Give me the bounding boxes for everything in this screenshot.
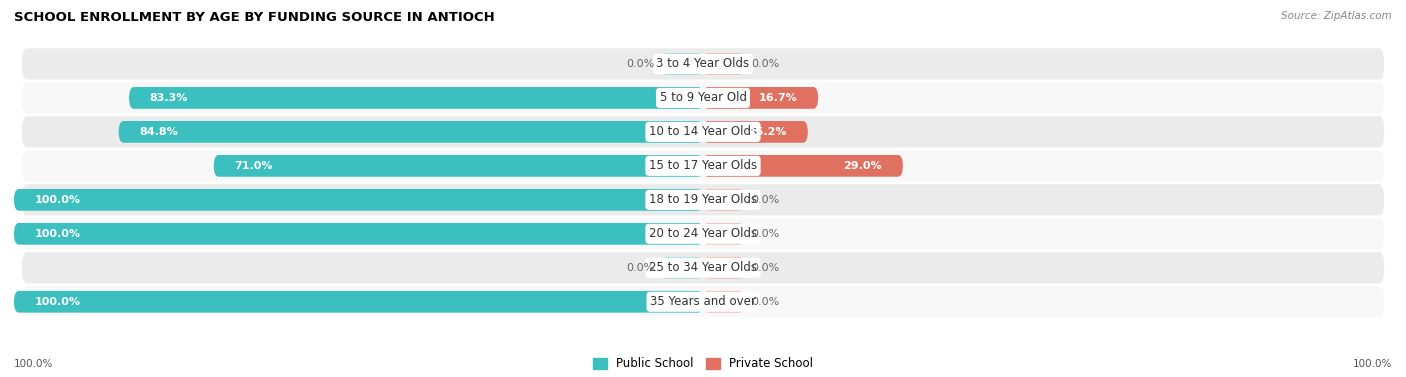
FancyBboxPatch shape <box>21 149 1385 182</box>
FancyBboxPatch shape <box>14 291 703 313</box>
Text: 10 to 14 Year Olds: 10 to 14 Year Olds <box>650 126 756 138</box>
FancyBboxPatch shape <box>21 115 1385 149</box>
Text: 0.0%: 0.0% <box>627 263 655 273</box>
Text: 5 to 9 Year Old: 5 to 9 Year Old <box>659 91 747 104</box>
Text: 84.8%: 84.8% <box>139 127 179 137</box>
Text: 15.2%: 15.2% <box>748 127 787 137</box>
Text: 29.0%: 29.0% <box>844 161 882 171</box>
FancyBboxPatch shape <box>118 121 703 143</box>
Text: 25 to 34 Year Olds: 25 to 34 Year Olds <box>650 261 756 274</box>
Text: Source: ZipAtlas.com: Source: ZipAtlas.com <box>1281 11 1392 21</box>
FancyBboxPatch shape <box>14 189 703 211</box>
FancyBboxPatch shape <box>703 189 744 211</box>
Legend: Public School, Private School: Public School, Private School <box>588 352 818 375</box>
Text: 100.0%: 100.0% <box>35 229 80 239</box>
FancyBboxPatch shape <box>703 257 744 279</box>
FancyBboxPatch shape <box>21 285 1385 319</box>
FancyBboxPatch shape <box>703 155 903 177</box>
FancyBboxPatch shape <box>662 53 703 75</box>
Text: 83.3%: 83.3% <box>150 93 188 103</box>
FancyBboxPatch shape <box>21 251 1385 284</box>
Text: 3 to 4 Year Olds: 3 to 4 Year Olds <box>657 57 749 70</box>
Text: 100.0%: 100.0% <box>14 359 53 369</box>
FancyBboxPatch shape <box>21 47 1385 81</box>
FancyBboxPatch shape <box>21 81 1385 115</box>
FancyBboxPatch shape <box>14 223 703 245</box>
FancyBboxPatch shape <box>703 223 744 245</box>
Text: 71.0%: 71.0% <box>235 161 273 171</box>
FancyBboxPatch shape <box>703 291 744 313</box>
FancyBboxPatch shape <box>703 87 818 109</box>
FancyBboxPatch shape <box>703 53 744 75</box>
FancyBboxPatch shape <box>214 155 703 177</box>
FancyBboxPatch shape <box>703 121 808 143</box>
Text: 0.0%: 0.0% <box>751 59 779 69</box>
FancyBboxPatch shape <box>129 87 703 109</box>
Text: 20 to 24 Year Olds: 20 to 24 Year Olds <box>650 227 756 240</box>
FancyBboxPatch shape <box>662 257 703 279</box>
Text: 16.7%: 16.7% <box>759 93 797 103</box>
Text: 35 Years and over: 35 Years and over <box>650 295 756 308</box>
Text: 100.0%: 100.0% <box>35 297 80 307</box>
Text: 0.0%: 0.0% <box>751 297 779 307</box>
FancyBboxPatch shape <box>21 183 1385 216</box>
Text: 0.0%: 0.0% <box>751 229 779 239</box>
Text: 0.0%: 0.0% <box>627 59 655 69</box>
Text: SCHOOL ENROLLMENT BY AGE BY FUNDING SOURCE IN ANTIOCH: SCHOOL ENROLLMENT BY AGE BY FUNDING SOUR… <box>14 11 495 24</box>
Text: 100.0%: 100.0% <box>1353 359 1392 369</box>
Text: 0.0%: 0.0% <box>751 263 779 273</box>
Text: 15 to 17 Year Olds: 15 to 17 Year Olds <box>650 159 756 172</box>
FancyBboxPatch shape <box>21 217 1385 250</box>
Text: 18 to 19 Year Olds: 18 to 19 Year Olds <box>650 193 756 206</box>
Text: 100.0%: 100.0% <box>35 195 80 205</box>
Text: 0.0%: 0.0% <box>751 195 779 205</box>
